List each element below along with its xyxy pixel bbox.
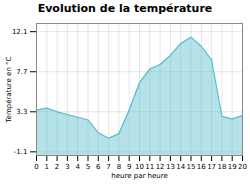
svg-text:8: 8 <box>117 163 121 171</box>
svg-text:10: 10 <box>135 163 144 171</box>
svg-text:3: 3 <box>65 163 69 171</box>
svg-text:2: 2 <box>55 163 59 171</box>
svg-text:7.7: 7.7 <box>16 68 27 76</box>
svg-text:17: 17 <box>207 163 216 171</box>
svg-text:5: 5 <box>86 163 90 171</box>
html-text:Evolution de la température: Evolution de la température <box>37 2 213 15</box>
svg-text:11: 11 <box>145 163 154 171</box>
svg-text:-1.1: -1.1 <box>14 148 28 156</box>
svg-text:19: 19 <box>228 163 237 171</box>
svg-text:15: 15 <box>187 163 196 171</box>
svg-text:12: 12 <box>156 163 165 171</box>
svg-text:16: 16 <box>197 163 206 171</box>
svg-text:13: 13 <box>166 163 175 171</box>
svg-text:0: 0 <box>34 163 38 171</box>
svg-text:7: 7 <box>106 163 110 171</box>
svg-text:6: 6 <box>96 163 101 171</box>
svg-text:1: 1 <box>45 163 49 171</box>
svg-text:3.3: 3.3 <box>16 108 27 116</box>
svg-text:20: 20 <box>238 163 247 171</box>
svg-text:12.1: 12.1 <box>12 28 28 36</box>
svg-text:14: 14 <box>176 163 185 171</box>
svg-text:Température en °C: Température en °C <box>5 56 13 123</box>
svg-text:heure par heure: heure par heure <box>111 172 167 180</box>
svg-text:18: 18 <box>217 163 226 171</box>
svg-text:9: 9 <box>127 163 131 171</box>
svg-text:4: 4 <box>75 163 80 171</box>
